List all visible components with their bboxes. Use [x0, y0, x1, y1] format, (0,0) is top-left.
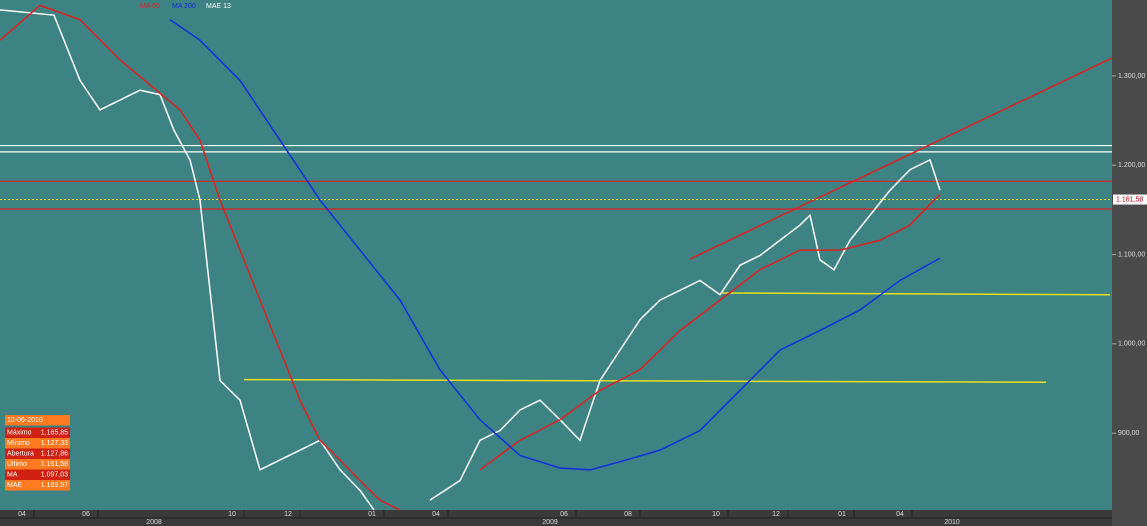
- info-label: Abertura: [7, 451, 34, 458]
- x-tick-label: 12: [772, 511, 780, 518]
- x-tick-label: 12: [284, 511, 292, 518]
- info-label: Máximo: [7, 430, 32, 437]
- info-value: 1.165,85: [41, 430, 68, 437]
- series-line: [169, 19, 941, 471]
- x-tick-label: 01: [838, 511, 846, 518]
- x-tick-label: 06: [82, 511, 90, 518]
- info-value: 1.161,58: [41, 461, 68, 468]
- plot-area: [0, 0, 1112, 510]
- series-line: [0, 4, 941, 511]
- y-tick-label: 1.000,00: [1118, 341, 1145, 348]
- legend-entry: MA 200: [172, 3, 196, 10]
- x-tick-label: 06: [560, 511, 568, 518]
- info-label: MAE: [7, 482, 23, 489]
- info-value: 1.169,57: [41, 482, 68, 489]
- year-label: 2008: [146, 519, 162, 526]
- info-value: 1.127,86: [41, 451, 68, 458]
- info-label: MA: [7, 472, 18, 479]
- y-axis-panel: [1112, 0, 1147, 526]
- last-price-label: 1.161,58: [1116, 196, 1143, 203]
- info-header: [5, 415, 70, 426]
- x-tick-label: 01: [368, 511, 376, 518]
- y-tick-label: 1.300,00: [1118, 73, 1145, 80]
- y-tick-label: 1.100,00: [1118, 251, 1145, 258]
- year-label: 2010: [944, 519, 960, 526]
- x-tick-label: 10: [228, 511, 236, 518]
- series-line: [0, 9, 941, 511]
- info-row: [5, 480, 70, 491]
- last-price-tag: [1113, 194, 1147, 205]
- x-tick-label: 04: [432, 511, 440, 518]
- info-row: [5, 469, 70, 480]
- info-row: [5, 459, 70, 470]
- trend-line: [721, 292, 1111, 296]
- y-tick-label: 1.200,00: [1118, 162, 1145, 169]
- info-label: Mínimo: [7, 440, 30, 447]
- info-row: [5, 438, 70, 449]
- trend-line: [689, 57, 1113, 260]
- legend-entry: MAE 13: [206, 3, 231, 10]
- x-tick-label: 04: [18, 511, 26, 518]
- info-label: Último: [7, 459, 27, 468]
- info-row: [5, 448, 70, 459]
- legend-entry: MA 65: [140, 3, 160, 10]
- y-tick-label: 900,00: [1118, 430, 1140, 437]
- info-value: 1.127,33: [41, 440, 68, 447]
- info-date: 10-06-2010: [7, 417, 43, 424]
- x-tick-label: 08: [624, 511, 632, 518]
- trend-line: [243, 378, 1047, 384]
- x-tick-label: 10: [712, 511, 720, 518]
- x-tick-label: 04: [896, 511, 904, 518]
- year-label: 2009: [542, 519, 558, 526]
- info-row: [5, 427, 70, 438]
- info-value: 1.097,03: [41, 472, 68, 479]
